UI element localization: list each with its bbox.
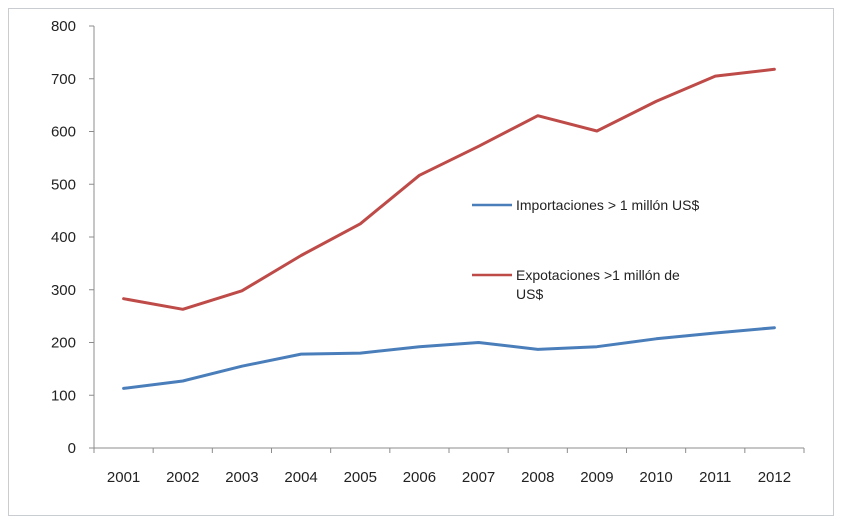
x-tick-label: 2001: [107, 469, 140, 486]
y-tick-label: 200: [51, 335, 76, 352]
y-tick-label: 800: [51, 18, 76, 35]
y-tick-label: 700: [51, 71, 76, 88]
legend-label-expotaciones-line2: US$: [516, 286, 543, 302]
series-line-importaciones: [122, 326, 776, 390]
x-tick-label: 2006: [403, 469, 436, 486]
chart-frame: [8, 8, 834, 516]
x-tick-label: 2012: [758, 469, 791, 486]
x-tick-label: 2009: [580, 469, 613, 486]
y-tick-label: 500: [51, 176, 76, 193]
x-tick-label: 2002: [166, 469, 199, 486]
x-tick-label: 2004: [284, 469, 317, 486]
y-tick-label: 300: [51, 282, 76, 299]
y-tick-label: 400: [51, 229, 76, 246]
y-tick-label: 600: [51, 124, 76, 141]
series-line-expotaciones: [122, 67, 776, 311]
y-tick-label: 0: [68, 440, 76, 457]
x-tick-label: 2003: [225, 469, 258, 486]
legend-label-expotaciones-line1: Expotaciones >1 millón de: [516, 267, 680, 283]
y-tick-label: 100: [51, 387, 76, 404]
legend-label-expotaciones: Expotaciones >1 millón de US$: [516, 267, 684, 302]
series-lines: [122, 67, 776, 390]
x-tick-label: 2010: [639, 469, 672, 486]
x-tick-label: 2005: [344, 469, 377, 486]
legend-label-importaciones: Importaciones > 1 millón US$: [516, 197, 699, 213]
axes: 0 100 200 300 400 500 600 700 800 2001 2002 2003 200…: [51, 18, 805, 486]
x-tick-label: 2011: [699, 469, 731, 486]
legend: Importaciones > 1 millón US$ Expotacione…: [472, 197, 699, 302]
x-tick-label: 2008: [521, 469, 554, 486]
x-tick-label: 2007: [462, 469, 495, 486]
